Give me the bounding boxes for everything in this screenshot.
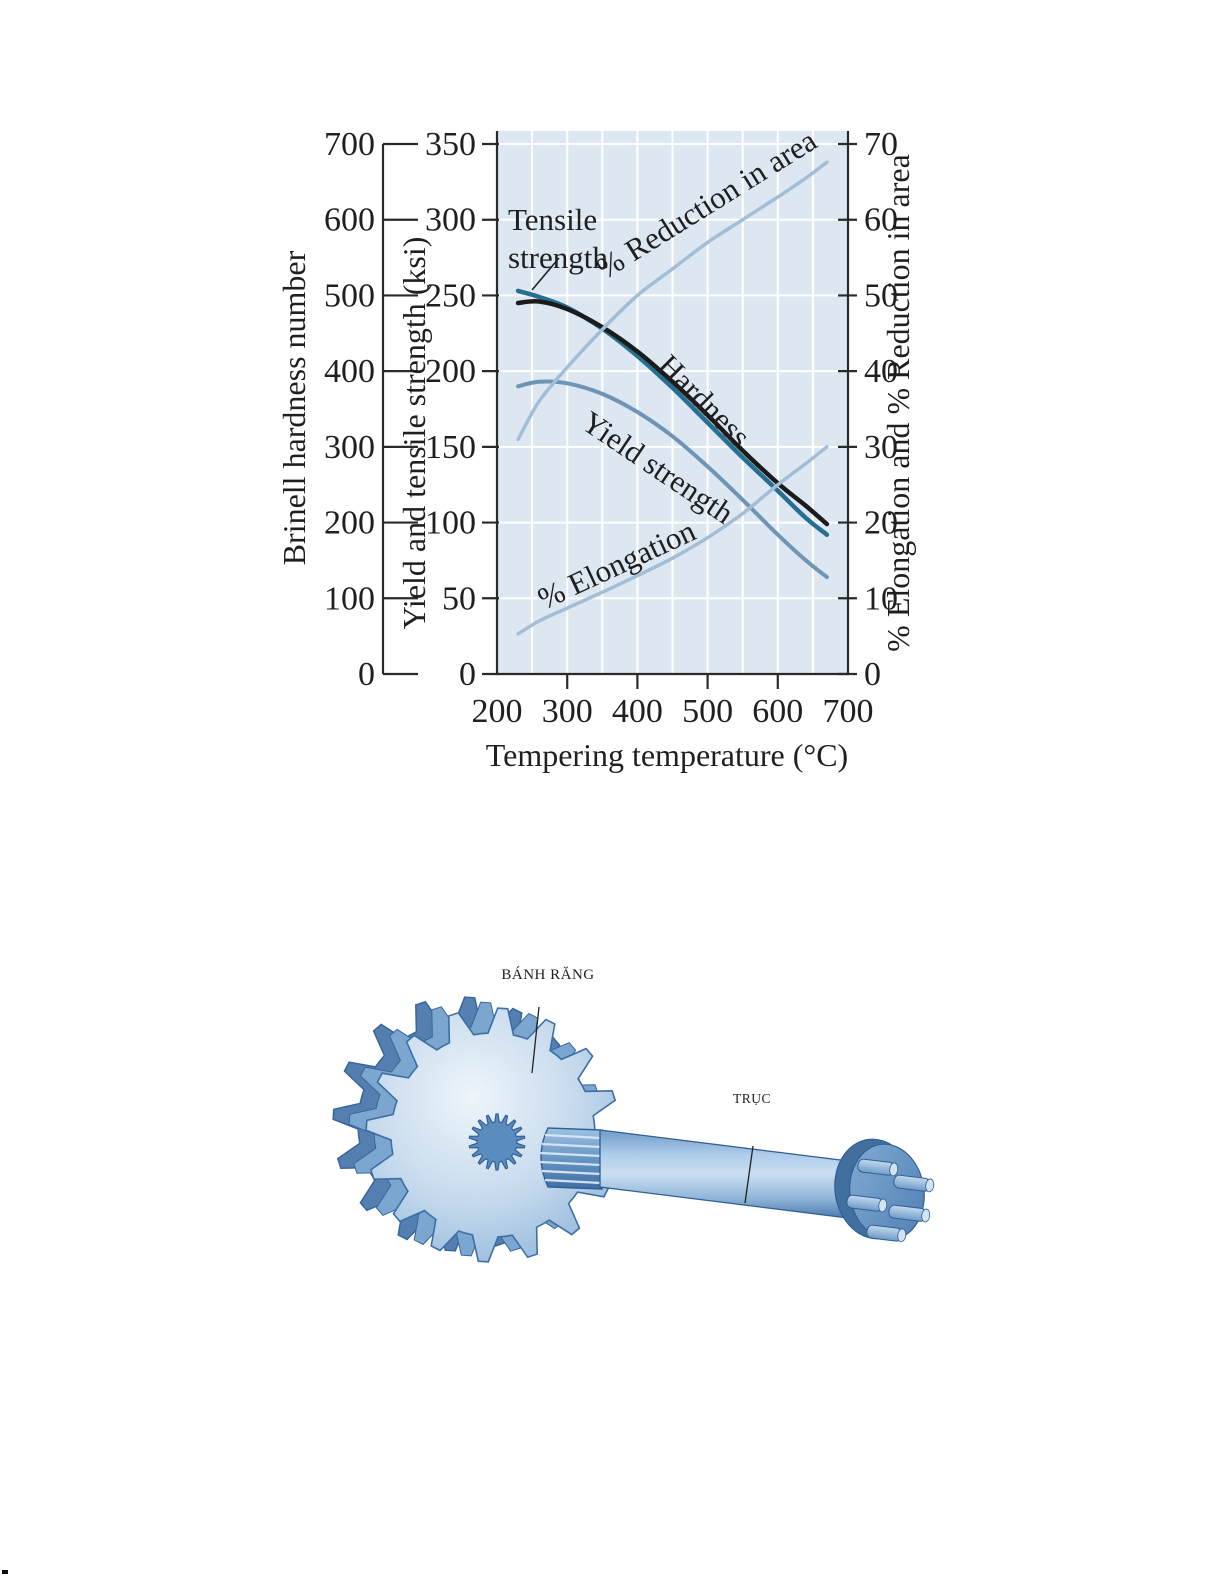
splined-hub-hole <box>468 1113 526 1171</box>
ksi-tick-label: 150 <box>425 429 476 466</box>
percent-tick-label: 30 <box>864 429 898 466</box>
ksi-tick-label: 50 <box>442 580 476 617</box>
series-yield-strength <box>516 379 829 580</box>
stray-mark <box>2 1570 8 1574</box>
brinell-tick-label: 500 <box>324 277 375 314</box>
percent-tick-label: 0 <box>864 656 881 693</box>
brinell-tick-label: 100 <box>324 580 375 617</box>
gear-label: BÁNH RĂNG <box>501 966 594 983</box>
x-axis: 200 300 400 500 600 700 Tempering temperature … <box>472 674 874 773</box>
flange-pins <box>846 1158 935 1243</box>
x-tick-label: 200 <box>472 693 523 730</box>
x-tick-label: 700 <box>823 693 874 730</box>
brinell-tick-label: 600 <box>324 202 375 239</box>
shaft <box>599 1129 849 1219</box>
flange-pin <box>846 1194 888 1213</box>
curve-label-tensile_2: strength <box>508 240 608 275</box>
brinell-axis: 0 100 200 300 400 500 600 700 Brinell hardness n… <box>276 126 418 693</box>
plot-border <box>495 131 850 676</box>
series-elongation <box>516 445 829 636</box>
percent-tick-label: 20 <box>864 505 898 542</box>
flange-pin <box>893 1174 935 1193</box>
flange-pin <box>866 1224 907 1243</box>
ksi-tick-label: 100 <box>425 505 476 542</box>
percent-axis-title: % Elongation and % Reduction in area <box>880 154 916 652</box>
flange-pin <box>888 1204 931 1223</box>
x-tick-label: 600 <box>752 693 803 730</box>
spline-coupling <box>539 1127 603 1190</box>
brinell-tick-label: 400 <box>324 353 375 390</box>
brinell-tick-label: 300 <box>324 429 375 466</box>
shaft-label-pointer-line <box>744 1145 754 1204</box>
percent-axis: 0 10 20 30 40 50 60 70% Elongation and % Reduct… <box>838 126 916 693</box>
percent-tick-label: 40 <box>864 353 898 390</box>
x-axis-title: Tempering temperature (°C) <box>486 737 848 773</box>
series-hardness <box>515 299 830 527</box>
ksi-axis: 0 50 100 150 200 250 300 350 Yield and tensile s… <box>396 126 499 693</box>
ksi-tick-label: 200 <box>425 353 476 390</box>
end-flange <box>834 1138 935 1243</box>
brinell-tick-label: 700 <box>324 126 375 163</box>
tensile-pointer-line <box>531 257 560 291</box>
curve-label-tensile_1: Tensile <box>508 202 597 237</box>
percent-tick-label: 10 <box>864 580 898 617</box>
x-tick-label: 500 <box>682 693 733 730</box>
x-tick-label: 300 <box>542 693 593 730</box>
ksi-tick-label: 300 <box>425 202 476 239</box>
x-tick-label: 400 <box>612 693 663 730</box>
flange-pin <box>857 1158 899 1177</box>
gear-wheel <box>332 996 621 1263</box>
gear-shaft-diagram: BÁNH RĂNG TRỤC <box>332 966 935 1263</box>
brinell-tick-label: 200 <box>324 505 375 542</box>
ksi-axis-title: Yield and tensile strength (ksi) <box>396 237 432 630</box>
series-reduction-in-area <box>516 160 829 442</box>
gridlines <box>497 131 848 674</box>
brinell-tick-label: 0 <box>358 656 375 693</box>
percent-tick-label: 60 <box>864 202 898 239</box>
shaft-label: TRỤC <box>733 1091 771 1106</box>
percent-tick-label: 50 <box>864 277 898 314</box>
ksi-tick-label: 350 <box>425 126 476 163</box>
percent-tick-label: 70 <box>864 126 898 163</box>
gear-label-pointer-line <box>531 1006 540 1074</box>
ksi-tick-label: 250 <box>425 277 476 314</box>
brinell-axis-title: Brinell hardness number <box>276 250 312 565</box>
ksi-tick-label: 0 <box>459 656 476 693</box>
